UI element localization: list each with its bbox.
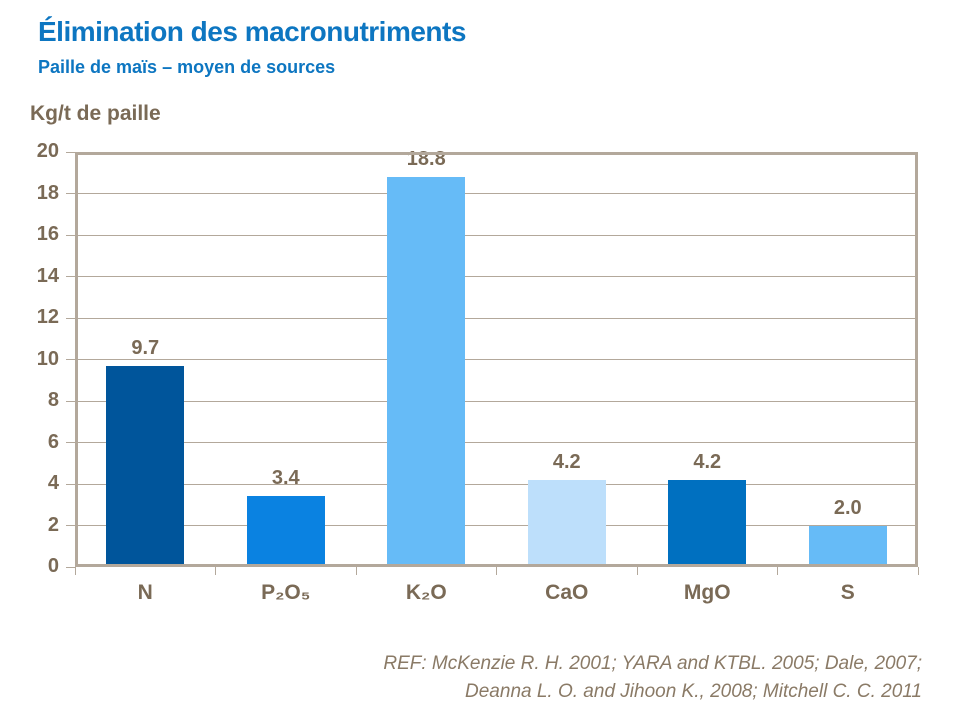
y-tick-mark — [66, 359, 75, 360]
bar-S — [808, 525, 887, 567]
y-tick-mark — [66, 234, 75, 236]
x-tick-mark — [215, 567, 216, 575]
gridline — [75, 317, 918, 319]
x-category-label: CaO — [545, 581, 589, 604]
y-tick-label: 20 — [36, 140, 59, 162]
reference-line-2: Deanna L. O. and Jihoon K., 2008; Mitche… — [465, 681, 922, 702]
page-title: Élimination des macronutriments — [38, 16, 466, 47]
bar-value-label: 4.2 — [552, 450, 581, 473]
bar-CaO — [527, 479, 606, 567]
bar-value-label: 4.2 — [693, 450, 722, 473]
x-category-label: K₂O — [405, 581, 447, 604]
x-tick-mark — [496, 567, 497, 575]
y-tick-mark — [66, 193, 75, 194]
bar-MgO — [668, 479, 747, 567]
y-tick-mark — [66, 151, 75, 153]
x-category-label: N — [137, 581, 153, 604]
gridline — [75, 400, 918, 402]
bar-PO — [246, 496, 325, 567]
y-tick-label: 2 — [47, 513, 59, 536]
page-subtitle: Paille de maïs – moyen de sources — [38, 57, 336, 77]
y-tick-label: 0 — [47, 555, 59, 577]
y-tick-mark — [66, 400, 75, 402]
y-tick-label: 6 — [47, 430, 59, 453]
bar-N — [106, 365, 185, 567]
x-tick-mark — [777, 567, 778, 575]
y-tick-label: 14 — [36, 264, 59, 287]
bar-KO — [387, 176, 466, 567]
gridline — [75, 442, 918, 443]
bar-value-label: 3.4 — [271, 467, 300, 490]
gridline — [75, 359, 918, 360]
y-tick-mark — [66, 442, 75, 443]
y-tick-label: 16 — [36, 223, 59, 245]
x-category-label: P₂O₅ — [261, 581, 311, 604]
y-tick-mark — [66, 525, 75, 526]
x-tick-mark — [636, 567, 638, 575]
y-tick-mark — [66, 276, 75, 277]
y-tick-mark — [66, 566, 75, 568]
y-tick-label: 10 — [36, 347, 59, 370]
x-category-label: MgO — [683, 581, 731, 604]
bar-value-label: 2.0 — [833, 496, 862, 519]
y-tick-label: 18 — [36, 181, 59, 204]
bar-value-label: 9.7 — [131, 336, 160, 359]
y-axis-title: Kg/t de paille — [30, 102, 161, 125]
y-tick-label: 8 — [47, 389, 59, 411]
x-tick-mark — [74, 567, 76, 575]
x-category-label: S — [840, 581, 855, 604]
x-tick-mark — [917, 567, 919, 575]
y-tick-mark — [66, 483, 75, 485]
gridline — [75, 276, 918, 277]
x-tick-mark — [355, 567, 357, 575]
gridline — [75, 193, 918, 194]
plot-area-border — [75, 152, 918, 567]
y-tick-label: 12 — [36, 306, 59, 328]
gridline — [75, 525, 918, 526]
y-tick-mark — [66, 317, 75, 319]
reference-line-1: REF: McKenzie R. H. 2001; YARA and KTBL.… — [383, 653, 922, 674]
y-tick-label: 4 — [47, 472, 59, 494]
references: REF: McKenzie R. H. 2001; YARA and KTBL.… — [383, 650, 922, 706]
gridline — [75, 483, 918, 485]
gridline — [75, 234, 918, 236]
